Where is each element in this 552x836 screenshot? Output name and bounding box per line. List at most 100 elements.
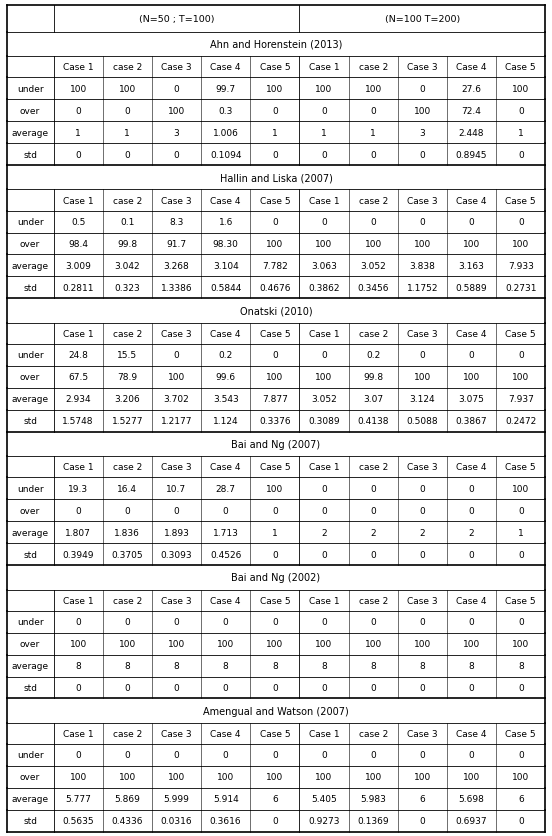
Text: 98.30: 98.30 <box>213 240 238 249</box>
Text: 100: 100 <box>463 772 480 782</box>
Text: 6: 6 <box>420 794 425 803</box>
Text: 0: 0 <box>272 751 278 760</box>
Text: Case 1: Case 1 <box>309 596 339 605</box>
Text: Case 1: Case 1 <box>63 63 93 72</box>
Text: 1.6: 1.6 <box>219 218 233 227</box>
Text: average: average <box>12 794 49 803</box>
Text: 1.807: 1.807 <box>65 528 91 537</box>
Text: 2: 2 <box>370 528 376 537</box>
Text: 0.5844: 0.5844 <box>210 283 241 293</box>
Text: case 2: case 2 <box>113 329 142 339</box>
Text: 0: 0 <box>174 617 179 626</box>
Text: 0: 0 <box>420 218 425 227</box>
Text: Case 4: Case 4 <box>210 63 241 72</box>
Text: 100: 100 <box>414 106 431 115</box>
Text: 2: 2 <box>321 528 327 537</box>
Text: 100: 100 <box>266 240 284 249</box>
Text: 0.1094: 0.1094 <box>210 150 241 160</box>
Text: under: under <box>17 218 44 227</box>
Text: Case 3: Case 3 <box>407 63 438 72</box>
Text: 0.2731: 0.2731 <box>505 283 537 293</box>
Text: Case 3: Case 3 <box>407 596 438 605</box>
Text: 100: 100 <box>315 373 333 382</box>
Text: 0: 0 <box>75 506 81 515</box>
Text: 0.5088: 0.5088 <box>407 417 438 426</box>
Text: case 2: case 2 <box>113 462 142 472</box>
Text: 2: 2 <box>420 528 425 537</box>
Text: 100: 100 <box>70 84 87 94</box>
Text: Case 5: Case 5 <box>259 462 290 472</box>
Text: 1: 1 <box>518 129 524 137</box>
Text: 1: 1 <box>370 129 376 137</box>
Text: 8: 8 <box>370 661 376 670</box>
Text: case 2: case 2 <box>359 462 388 472</box>
Text: over: over <box>20 240 40 249</box>
Text: Case 5: Case 5 <box>259 329 290 339</box>
Text: 0.3093: 0.3093 <box>161 550 192 559</box>
Text: 1.1752: 1.1752 <box>407 283 438 293</box>
Text: 0: 0 <box>518 550 524 559</box>
Text: 0: 0 <box>370 751 376 760</box>
Text: 0: 0 <box>518 683 524 692</box>
Text: 0.3: 0.3 <box>219 106 233 115</box>
Text: 0.3705: 0.3705 <box>112 550 143 559</box>
Text: 100: 100 <box>168 373 185 382</box>
Text: 1.2177: 1.2177 <box>161 417 192 426</box>
Text: Case 1: Case 1 <box>63 729 93 738</box>
Text: average: average <box>12 661 49 670</box>
Text: 5.698: 5.698 <box>459 794 485 803</box>
Text: 91.7: 91.7 <box>167 240 187 249</box>
Text: 5.405: 5.405 <box>311 794 337 803</box>
Text: 0: 0 <box>420 484 425 493</box>
Text: Ahn and Horenstein (2013): Ahn and Horenstein (2013) <box>210 40 342 50</box>
Text: 0.1: 0.1 <box>120 218 135 227</box>
Text: 0.2811: 0.2811 <box>62 283 94 293</box>
Text: 1: 1 <box>124 129 130 137</box>
Text: 3.206: 3.206 <box>114 395 140 404</box>
Text: 0: 0 <box>321 484 327 493</box>
Text: 3.052: 3.052 <box>311 395 337 404</box>
Text: 15.5: 15.5 <box>117 351 137 360</box>
Text: 16.4: 16.4 <box>118 484 137 493</box>
Text: 3.124: 3.124 <box>410 395 435 404</box>
Text: 100: 100 <box>365 240 382 249</box>
Text: 8: 8 <box>75 661 81 670</box>
Text: 100: 100 <box>266 772 284 782</box>
Text: Case 5: Case 5 <box>506 596 536 605</box>
Text: 100: 100 <box>266 373 284 382</box>
Text: under: under <box>17 751 44 760</box>
Text: 2.448: 2.448 <box>459 129 484 137</box>
Text: 100: 100 <box>414 640 431 648</box>
Text: 0: 0 <box>518 751 524 760</box>
Text: 100: 100 <box>315 772 333 782</box>
Text: 19.3: 19.3 <box>68 484 88 493</box>
Text: 100: 100 <box>463 373 480 382</box>
Text: 5.777: 5.777 <box>65 794 91 803</box>
Text: 0: 0 <box>469 751 475 760</box>
Text: 0: 0 <box>223 683 229 692</box>
Text: 0: 0 <box>518 218 524 227</box>
Text: Case 4: Case 4 <box>457 196 487 206</box>
Text: 0: 0 <box>321 550 327 559</box>
Text: 67.5: 67.5 <box>68 373 88 382</box>
Text: case 2: case 2 <box>113 196 142 206</box>
Text: 99.8: 99.8 <box>363 373 383 382</box>
Text: 100: 100 <box>266 484 284 493</box>
Text: Case 3: Case 3 <box>161 196 192 206</box>
Text: 100: 100 <box>463 640 480 648</box>
Text: 0.3949: 0.3949 <box>62 550 94 559</box>
Text: (N=50 ; T=100): (N=50 ; T=100) <box>139 15 214 23</box>
Text: 0: 0 <box>75 106 81 115</box>
Text: 0: 0 <box>272 218 278 227</box>
Text: 3.07: 3.07 <box>363 395 383 404</box>
Text: 100: 100 <box>168 640 185 648</box>
Text: 0.4336: 0.4336 <box>112 817 143 825</box>
Text: Hallin and Liska (2007): Hallin and Liska (2007) <box>220 173 332 183</box>
Text: 100: 100 <box>512 640 529 648</box>
Text: Amengual and Watson (2007): Amengual and Watson (2007) <box>203 706 349 716</box>
Text: 3.042: 3.042 <box>114 262 140 271</box>
Text: 72.4: 72.4 <box>461 106 481 115</box>
Text: 100: 100 <box>168 772 185 782</box>
Text: std: std <box>23 683 37 692</box>
Text: 99.7: 99.7 <box>216 84 236 94</box>
